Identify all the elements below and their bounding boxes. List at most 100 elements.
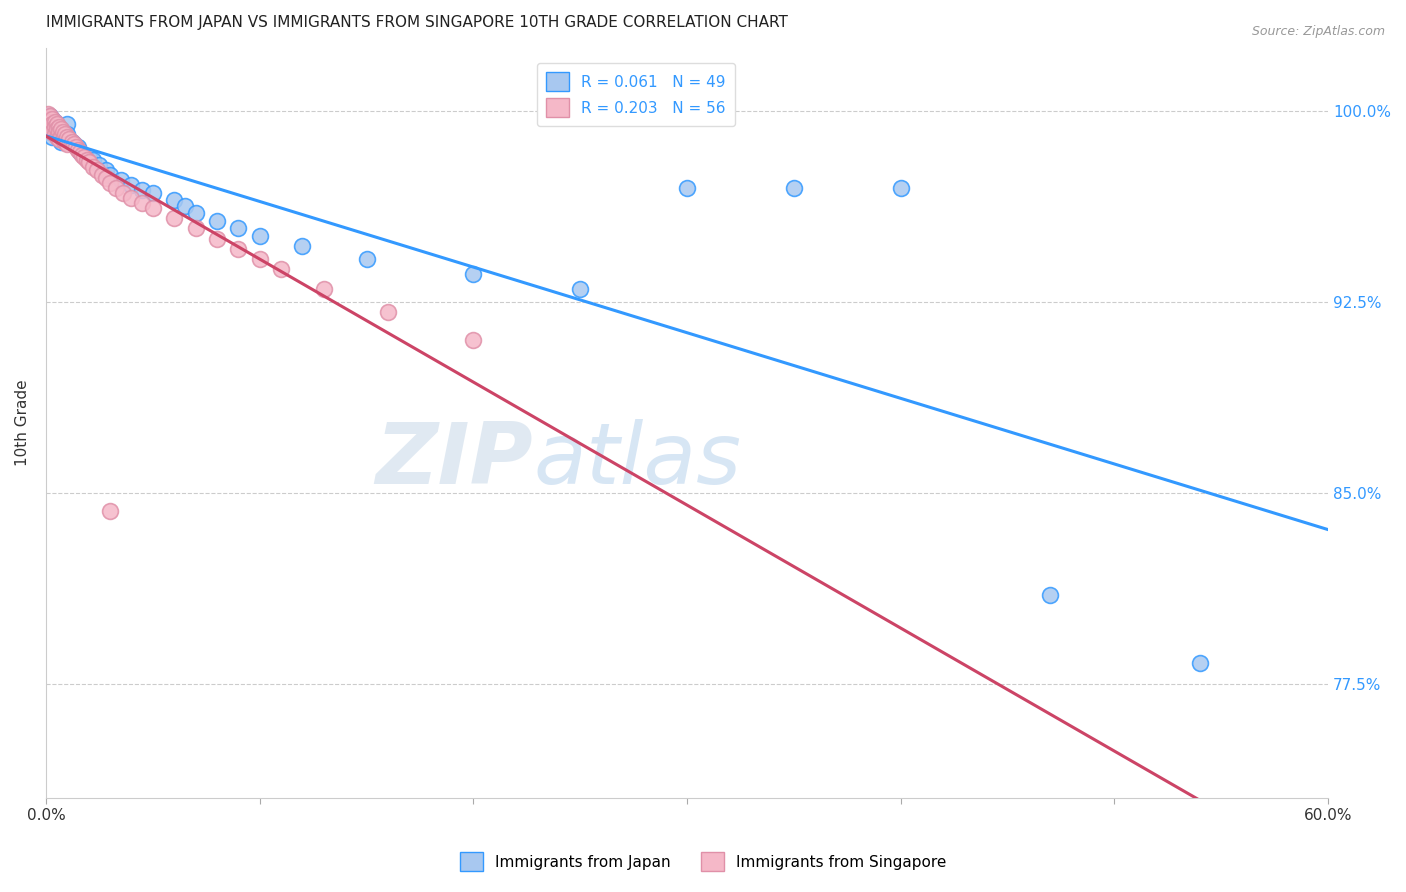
Point <box>89 158 111 172</box>
Point <box>69 145 91 160</box>
Point <box>39 110 62 124</box>
Point <box>45 117 67 131</box>
Point <box>142 201 165 215</box>
Point <box>377 305 399 319</box>
Point <box>60 135 83 149</box>
Point <box>37 112 59 126</box>
Point <box>37 107 59 121</box>
Point <box>131 183 153 197</box>
Point <box>111 186 134 200</box>
Point <box>44 125 66 139</box>
Point <box>69 145 91 160</box>
Text: Source: ZipAtlas.com: Source: ZipAtlas.com <box>1251 25 1385 38</box>
Point <box>783 180 806 194</box>
Point <box>49 135 72 149</box>
Point <box>105 180 128 194</box>
Point <box>163 194 186 208</box>
Point <box>463 333 485 347</box>
Point <box>52 132 75 146</box>
Point <box>66 140 89 154</box>
Point <box>37 117 59 131</box>
Point <box>72 147 94 161</box>
Point <box>49 122 72 136</box>
Point <box>44 114 66 128</box>
Point <box>65 140 87 154</box>
Point <box>1039 588 1062 602</box>
Point <box>45 117 67 131</box>
Point <box>270 262 292 277</box>
Point <box>56 129 79 144</box>
Point <box>249 229 271 244</box>
Point <box>48 120 70 134</box>
Point <box>66 143 89 157</box>
Point <box>356 252 378 266</box>
Point <box>56 117 79 131</box>
Point <box>37 114 59 128</box>
Point <box>98 504 121 518</box>
Point <box>463 267 485 281</box>
Point <box>94 170 117 185</box>
Point <box>98 176 121 190</box>
Point <box>86 162 108 177</box>
Point <box>52 129 75 144</box>
Point <box>173 198 195 212</box>
Text: ZIP: ZIP <box>375 419 533 502</box>
Point <box>131 196 153 211</box>
Point <box>56 128 79 142</box>
Point <box>44 114 66 128</box>
Point <box>45 129 67 144</box>
Point <box>82 161 104 175</box>
Point <box>77 155 100 169</box>
Point <box>48 132 70 146</box>
Point <box>94 162 117 177</box>
Point <box>120 191 142 205</box>
Point <box>39 110 62 124</box>
Point <box>39 120 62 134</box>
Point <box>110 173 132 187</box>
Point <box>120 178 142 193</box>
Point <box>184 221 207 235</box>
Point <box>45 122 67 136</box>
Point <box>48 125 70 139</box>
Point <box>77 150 100 164</box>
Point <box>142 186 165 200</box>
Point <box>676 180 699 194</box>
Point <box>184 206 207 220</box>
Text: atlas: atlas <box>533 419 741 502</box>
Point <box>249 252 271 266</box>
Point <box>53 135 76 149</box>
Point <box>205 231 228 245</box>
Point <box>890 180 912 194</box>
Point <box>98 168 121 182</box>
Point <box>44 128 66 142</box>
Point <box>41 125 63 139</box>
Point <box>48 120 70 134</box>
Point <box>53 132 76 146</box>
Point <box>73 147 96 161</box>
Point <box>82 153 104 167</box>
Point <box>52 125 75 139</box>
Point <box>41 122 63 136</box>
Point <box>45 128 67 142</box>
Point <box>226 242 249 256</box>
Point <box>76 153 98 167</box>
Point <box>56 137 79 152</box>
Point <box>48 132 70 146</box>
Point <box>37 110 59 124</box>
Legend: R = 0.061   N = 49, R = 0.203   N = 56: R = 0.061 N = 49, R = 0.203 N = 56 <box>537 63 735 127</box>
Point <box>58 132 80 146</box>
Point <box>1188 657 1211 671</box>
Point <box>73 150 96 164</box>
Point <box>291 239 314 253</box>
Point <box>90 168 112 182</box>
Point <box>41 112 63 126</box>
Point <box>205 213 228 227</box>
Point <box>39 122 62 136</box>
Point <box>41 117 63 131</box>
Point <box>39 114 62 128</box>
Point <box>163 211 186 226</box>
Point <box>41 112 63 126</box>
Point <box>53 128 76 142</box>
Y-axis label: 10th Grade: 10th Grade <box>15 380 30 467</box>
Point <box>39 125 62 139</box>
